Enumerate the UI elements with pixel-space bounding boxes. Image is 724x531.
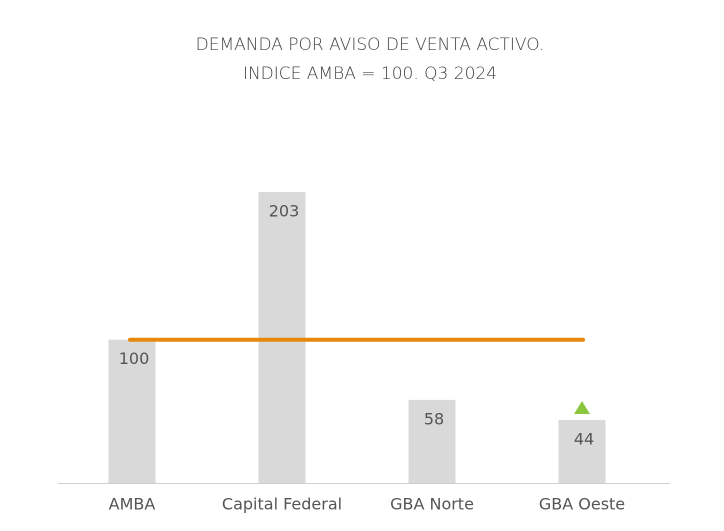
x-tick-label: Capital Federal (222, 495, 342, 514)
chart-title: DEMANDA POR AVISO DE VENTA ACTIVO. (196, 35, 545, 55)
x-tick-label: GBA Oeste (539, 495, 625, 514)
x-tick-label: GBA Norte (390, 495, 474, 514)
data-label: 44 (574, 429, 594, 448)
bar (108, 339, 156, 483)
x-tick-label: AMBA (109, 495, 156, 514)
chart-subtitle: INDICE AMBA = 100. Q3 2024 (243, 64, 497, 84)
data-label: 100 (119, 349, 150, 368)
increase-marker (574, 401, 590, 414)
bar (258, 192, 306, 483)
data-label: 203 (269, 202, 300, 221)
data-label: 58 (424, 409, 444, 428)
bar (408, 399, 456, 483)
bar (558, 419, 606, 483)
